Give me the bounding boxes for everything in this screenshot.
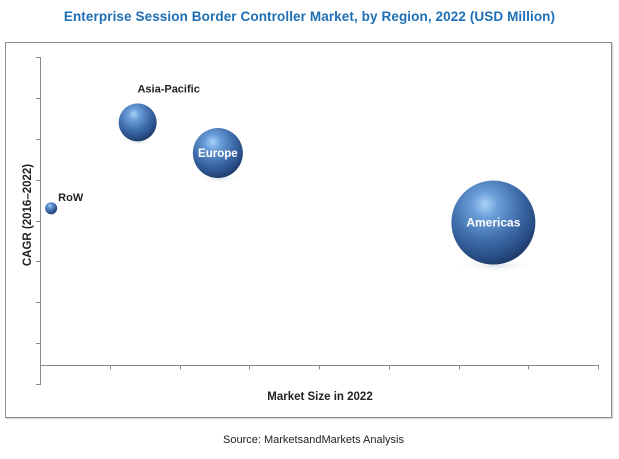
bubble-shadow [120,138,157,146]
source-note: Source: MarketsandMarkets Analysis [223,434,404,446]
bubble-mark [45,202,58,215]
bubble-label-europe: Europe [198,148,238,160]
bubbles: RoW Asia-Pacific Europe Americas [45,83,536,273]
bubble-europe [192,128,243,184]
bubble-shadow [455,257,536,273]
y-ticks [36,57,41,385]
bubble-label-row: RoW [58,192,84,204]
x-ticks [40,365,599,370]
bubble-row [45,202,58,216]
chart-title: Enterprise Session Border Controller Mar… [63,9,556,24]
x-axis-label: Market Size in 2022 [267,391,372,403]
bubble-mark [192,128,243,179]
bubble-mark [451,180,536,265]
bubble-shadow [195,174,243,184]
bubble-americas [451,180,536,273]
axes [36,57,599,385]
bubble-mark [118,103,157,142]
bubble-label-americas: Americas [466,216,520,230]
bubble-asia-pacific [118,103,157,146]
chart-frame [5,42,612,418]
bubble-shadow [45,213,58,216]
bubble-label-asia-pacific: Asia-Pacific [137,83,199,95]
y-axis-label: CAGR (2016–2022) [22,164,34,266]
